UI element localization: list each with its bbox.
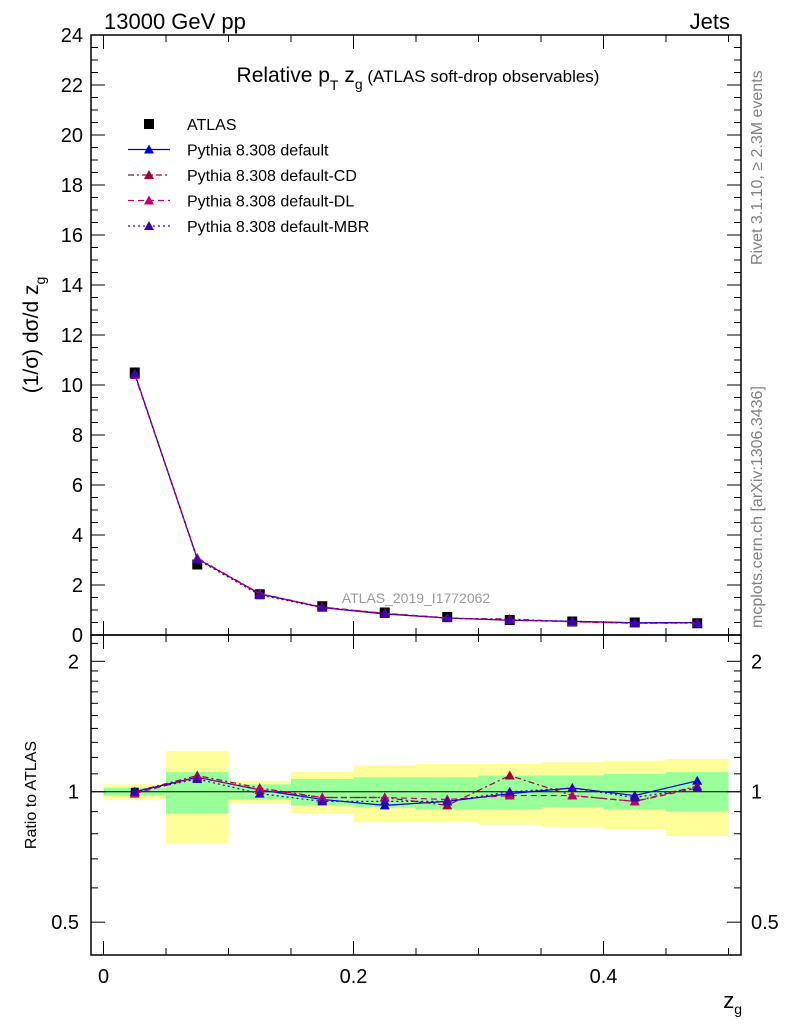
main-y-tick-label: 0 [72,625,83,647]
ratio-y-tick-label-right: 2 [751,651,762,673]
ratio-series-marker [254,788,265,798]
main-y-tick-label: 16 [61,225,83,247]
main-y-tick-label: 2 [72,575,83,597]
mc-series-marker [129,368,140,378]
mc-series-marker [379,608,390,618]
main-y-tick-label: 18 [61,175,83,197]
mc-series-marker [692,618,703,627]
ratio-series-marker [317,796,328,806]
legend-marker-atlas [144,119,154,129]
mc-series-marker [629,618,640,627]
plot-title: Relative pT zg (ATLAS soft-drop observab… [237,64,600,93]
header-energy: 13000 GeV pp [104,9,246,34]
legend-marker [144,221,154,230]
ratio-series-marker [692,783,703,793]
main-y-tick-label: 14 [61,275,83,297]
mc-series-marker [254,590,265,599]
legend-marker [144,170,154,179]
mc-series-line [134,373,698,624]
ratio-series-marker [192,774,203,784]
ratio-y-tick-label: 1 [68,782,79,804]
legend-label: ATLAS [187,117,237,134]
ratio-series-marker [567,783,578,793]
main-y-tick-label: 10 [61,375,83,397]
main-y-axis-label: (1/σ) dσ/d zg [20,277,48,394]
ratio-panel [129,770,703,810]
ratio-series-line [134,778,698,802]
x-tick-label: 0.4 [590,966,618,988]
rivet-version-label: Rivet 3.1.10, ≥ 2.3M events [749,70,766,265]
ratio-series-line [134,774,698,807]
ratio-y-axis-label: Ratio to ATLAS [23,741,40,849]
legend-label: Pythia 8.308 default-DL [187,194,354,211]
ratio-series-line [134,776,698,803]
x-tick-label: 0.2 [340,966,368,988]
ratio-uncertainty-bands [91,751,741,844]
x-tick-label: 0 [98,966,109,988]
mc-series-line [134,374,698,624]
mc-series-marker [567,616,578,626]
ratio-series-marker [629,792,640,802]
mc-series-marker [504,615,515,624]
mc-series-marker [317,602,328,612]
ratio-y-tick-label-right: 1 [751,782,762,804]
legend-marker [144,195,154,205]
mc-series-line [134,373,698,624]
ratio-series-marker [129,786,140,796]
x-axis-label: zg [723,988,742,1017]
analysis-label: ATLAS_2019_I1772062 [342,590,491,606]
legend-marker [144,144,154,154]
ratio-series-marker [567,790,578,800]
legend-label: Pythia 8.308 default-MBR [187,219,369,236]
atlas-data-point [192,559,203,570]
ratio-series-marker [692,775,703,785]
main-y-tick-label: 8 [72,425,83,447]
main-y-tick-label: 22 [61,75,83,97]
main-y-tick-label: 12 [61,325,83,347]
main-y-tick-label: 4 [72,525,83,547]
mc-series-marker [192,554,203,564]
ratio-y-tick-label: 2 [68,651,79,673]
legend-label: Pythia 8.308 default [187,143,329,160]
main-y-tick-label: 6 [72,475,83,497]
ratio-series-marker [504,786,515,796]
main-y-tick-label: 24 [61,25,83,47]
ratio-series-marker [442,796,453,806]
ratio-series-line [134,776,698,807]
header-process: Jets [690,9,730,34]
ratio-series-marker [504,770,515,780]
ratio-y-tick-label-right: 0.5 [751,912,779,934]
main-y-tick-label: 20 [61,125,83,147]
ratio-series-marker [379,796,390,806]
mc-series-marker [442,613,453,622]
mcplots-label: mcplots.cern.ch [arXiv:1306.3436] [749,386,766,628]
legend-label: Pythia 8.308 default-CD [187,168,357,185]
mc-series-line [134,373,698,624]
legend: ATLAS Pythia 8.308 default Pythia 8.308 de… [128,117,369,236]
ratio-y-tick-label: 0.5 [51,912,79,934]
